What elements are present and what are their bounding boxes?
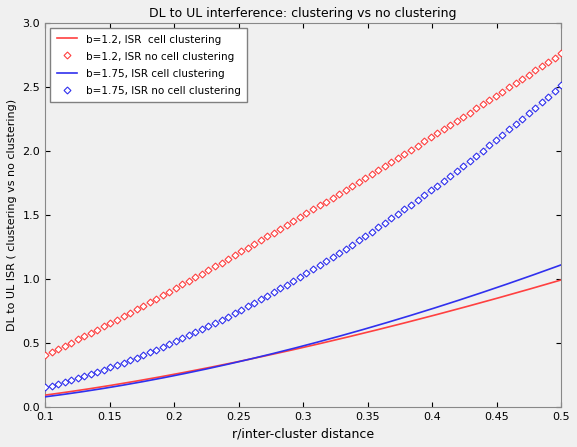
b=1.75, ISR cell clustering (321, 337, 328, 343)
b=1.2, ISR no cell clustering (270, 230, 277, 235)
b=1.2, ISR no cell clustering (349, 183, 355, 189)
Line: b=1.75, ISR no cell clustering: b=1.75, ISR no cell clustering (43, 83, 564, 390)
b=1.2, ISR  cell clustering (321, 340, 328, 345)
b=1.2, ISR  cell clustering (464, 304, 471, 309)
b=1.75, ISR cell clustering (464, 295, 471, 300)
b=1.2, ISR no cell clustering (558, 51, 565, 56)
b=1.75, ISR cell clustering (42, 394, 48, 400)
b=1.2, ISR no cell clustering (375, 167, 382, 173)
Title: DL to UL interference: clustering vs no clustering: DL to UL interference: clustering vs no … (149, 7, 457, 20)
Y-axis label: DL to UL ISR ( clustering vs no clustering): DL to UL ISR ( clustering vs no clusteri… (7, 98, 17, 331)
b=1.2, ISR  cell clustering (290, 347, 297, 352)
b=1.2, ISR no cell clustering (499, 89, 506, 94)
Line: b=1.2, ISR  cell clustering: b=1.2, ISR cell clustering (45, 280, 561, 395)
b=1.75, ISR cell clustering (287, 346, 294, 352)
Line: b=1.75, ISR cell clustering: b=1.75, ISR cell clustering (45, 265, 561, 397)
b=1.75, ISR no cell clustering (355, 238, 362, 243)
b=1.2, ISR  cell clustering (545, 281, 552, 286)
b=1.75, ISR no cell clustering (42, 385, 48, 390)
b=1.75, ISR cell clustering (558, 262, 565, 267)
b=1.2, ISR  cell clustering (42, 392, 48, 398)
b=1.2, ISR no cell clustering (395, 155, 402, 160)
b=1.75, ISR cell clustering (545, 267, 552, 272)
b=1.2, ISR no cell clustering (355, 179, 362, 185)
b=1.2, ISR  cell clustering (558, 277, 565, 283)
b=1.75, ISR cell clustering (349, 330, 356, 335)
b=1.75, ISR no cell clustering (349, 242, 355, 248)
Line: b=1.2, ISR no cell clustering: b=1.2, ISR no cell clustering (43, 51, 564, 358)
b=1.75, ISR no cell clustering (499, 132, 506, 138)
b=1.2, ISR  cell clustering (287, 348, 294, 353)
X-axis label: r/inter-cluster distance: r/inter-cluster distance (232, 427, 374, 440)
Legend: b=1.2, ISR  cell clustering, b=1.2, ISR no cell clustering, b=1.75, ISR cell clu: b=1.2, ISR cell clustering, b=1.2, ISR n… (50, 28, 247, 102)
b=1.75, ISR no cell clustering (558, 83, 565, 88)
b=1.2, ISR no cell clustering (42, 353, 48, 358)
b=1.75, ISR no cell clustering (375, 225, 382, 230)
b=1.75, ISR no cell clustering (270, 290, 277, 295)
b=1.75, ISR no cell clustering (395, 211, 402, 216)
b=1.2, ISR  cell clustering (349, 333, 356, 338)
b=1.75, ISR cell clustering (290, 346, 297, 351)
